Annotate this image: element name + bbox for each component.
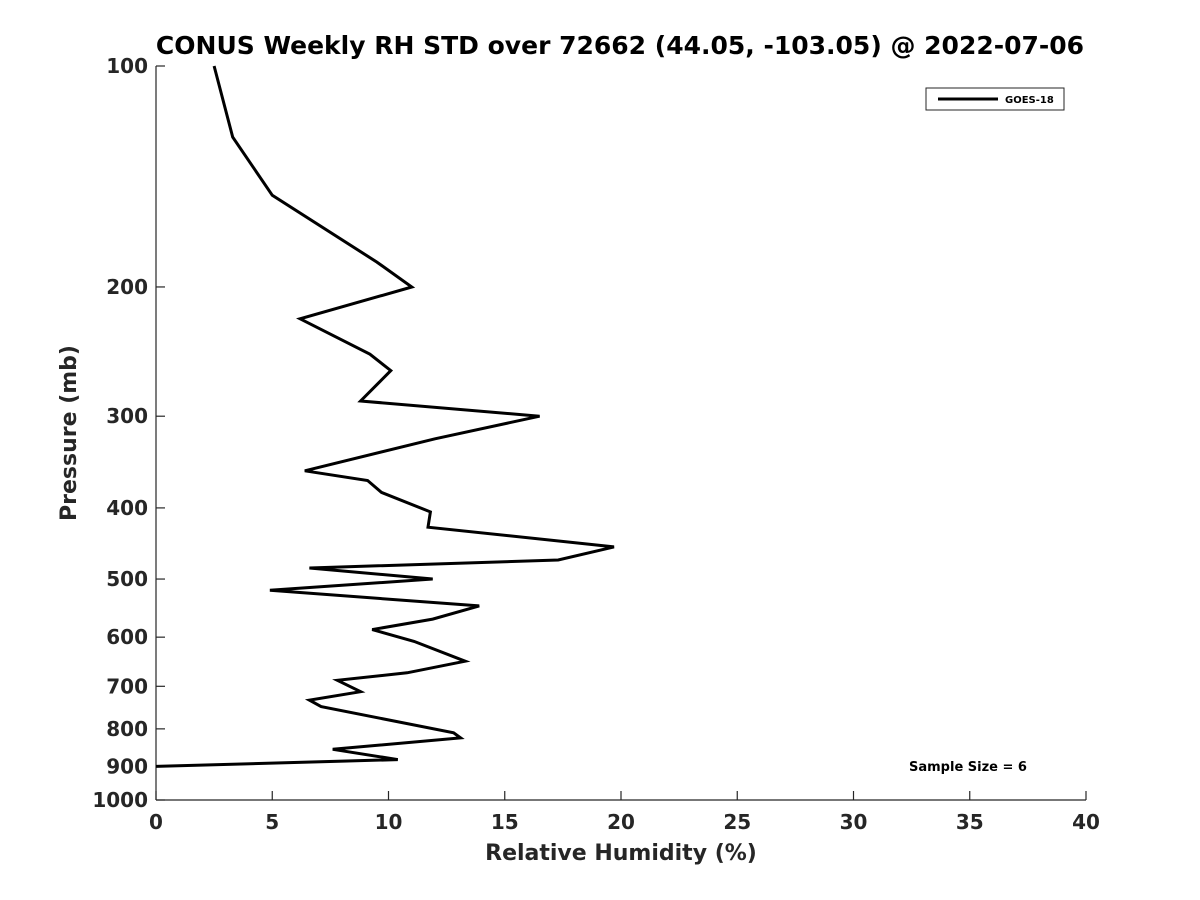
- plot-area: [155, 66, 1086, 801]
- y-axis-ticks: 100 200 300 400 500 600 700 800 900 1000: [92, 54, 165, 812]
- y-tick-label: 400: [106, 496, 148, 520]
- x-tick-label: 25: [723, 810, 751, 834]
- x-tick-label: 20: [607, 810, 635, 834]
- sample-size-annotation: Sample Size = 6: [909, 760, 1027, 775]
- x-tick-label: 10: [375, 810, 403, 834]
- x-axis-ticks: 0 5 10 15 20 25 30 35 40: [149, 791, 1100, 834]
- x-tick-label: 35: [956, 810, 984, 834]
- x-tick-label: 15: [491, 810, 519, 834]
- x-tick-label: 0: [149, 810, 163, 834]
- y-tick-label: 600: [106, 625, 148, 649]
- y-tick-label: 700: [106, 674, 148, 698]
- series-layer: [155, 65, 615, 768]
- x-tick-label: 30: [840, 810, 868, 834]
- y-tick-label: 200: [106, 275, 148, 299]
- x-tick-label: 5: [265, 810, 279, 834]
- legend-entry-goes-18: GOES-18: [1005, 95, 1054, 106]
- y-tick-label: 900: [106, 754, 148, 778]
- y-tick-label: 800: [106, 717, 148, 741]
- y-axis-label: Pressure (mb): [57, 345, 82, 521]
- chart-title: CONUS Weekly RH STD over 72662 (44.05, -…: [156, 31, 1084, 60]
- y-tick-label: 1000: [92, 788, 148, 812]
- legend: GOES-18: [925, 87, 1065, 111]
- x-axis-label: Relative Humidity (%): [485, 841, 757, 866]
- x-tick-label: 40: [1072, 810, 1100, 834]
- series-line-goes-18: [155, 65, 615, 768]
- y-tick-label: 500: [106, 567, 148, 591]
- y-tick-label: 300: [106, 404, 148, 428]
- y-tick-label: 100: [106, 54, 148, 78]
